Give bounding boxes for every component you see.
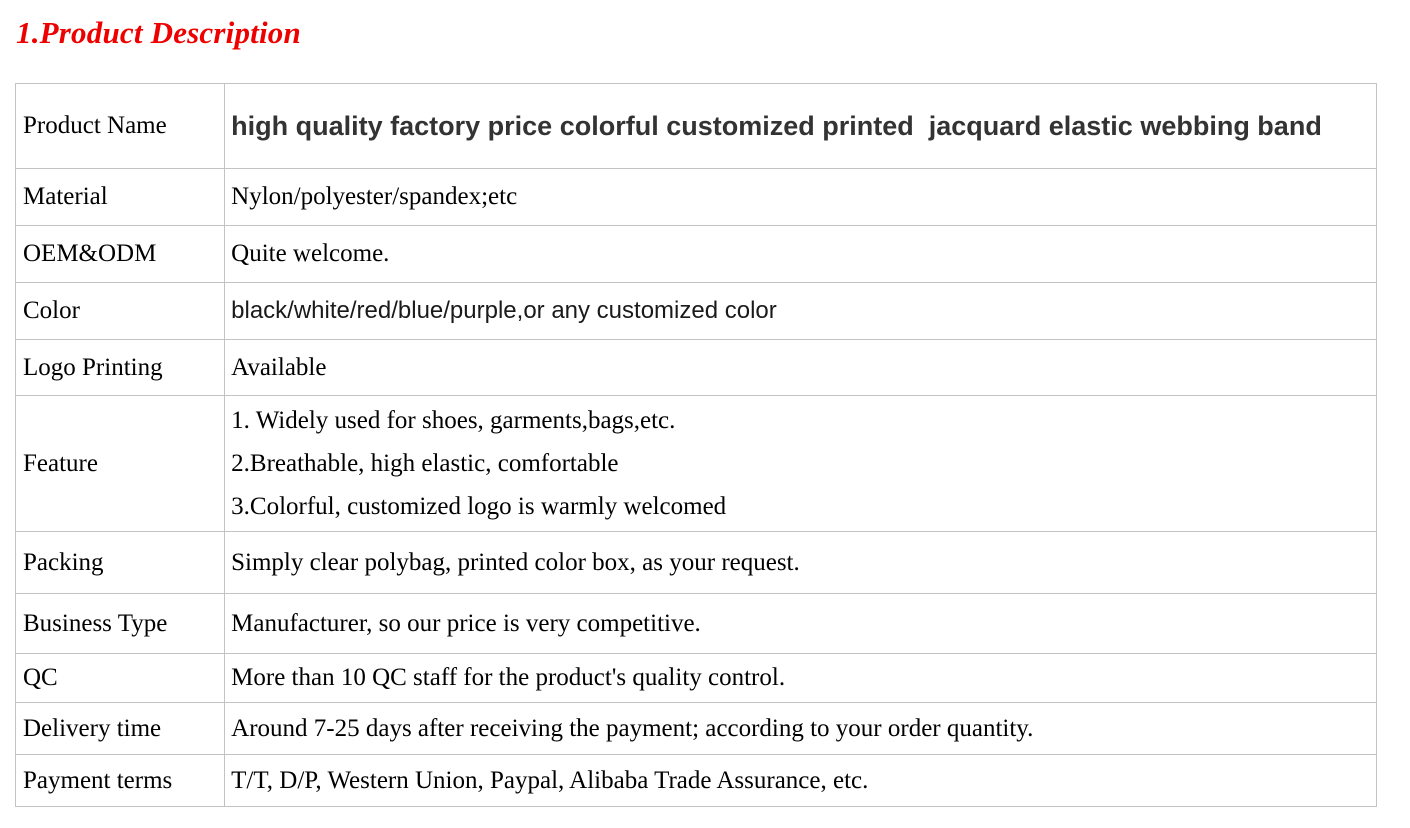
row-label-packing: Packing	[14, 531, 226, 594]
table-row: Business Type Manufacturer, so our price…	[14, 593, 1377, 654]
delivery-time-text: Around 7-25 days after receiving the pay…	[231, 714, 1034, 742]
row-value-logo-printing: Available	[224, 339, 1377, 396]
material-text: Nylon/polyester/spandex;etc	[231, 183, 518, 210]
product-name-text: high quality factory price colorful cust…	[231, 111, 1322, 141]
qc-text: More than 10 QC staff for the product's …	[231, 664, 786, 691]
oem-odm-text: Quite welcome.	[231, 240, 390, 267]
row-value-oem-odm: Quite welcome.	[224, 225, 1377, 283]
row-label-product-name: Product Name	[14, 83, 226, 169]
row-label-oem-odm: OEM&ODM	[14, 225, 226, 283]
packing-text: Simply clear polybag, printed color box,…	[231, 548, 800, 576]
table-row: Packing Simply clear polybag, printed co…	[14, 531, 1377, 594]
business-type-text: Manufacturer, so our price is very compe…	[231, 609, 701, 637]
table-row: Product Name high quality factory price …	[14, 83, 1377, 169]
row-value-feature: 1. Widely used for shoes, garments,bags,…	[224, 395, 1377, 532]
row-label-qc: QC	[14, 653, 226, 703]
row-value-product-name: high quality factory price colorful cust…	[224, 83, 1377, 169]
payment-terms-text: T/T, D/P, Western Union, Paypal, Alibaba…	[231, 766, 869, 794]
row-value-delivery-time: Around 7-25 days after receiving the pay…	[224, 702, 1377, 755]
table-row: Payment terms T/T, D/P, Western Union, P…	[14, 754, 1377, 807]
row-label-color: Color	[14, 282, 226, 340]
row-value-color: black/white/red/blue/purple,or any custo…	[224, 282, 1377, 340]
table-row: Color black/white/red/blue/purple,or any…	[14, 282, 1377, 340]
row-label-business-type: Business Type	[14, 593, 226, 654]
row-label-payment-terms: Payment terms	[14, 754, 226, 807]
row-value-material: Nylon/polyester/spandex;etc	[224, 168, 1377, 226]
table-row: Delivery time Around 7-25 days after rec…	[14, 702, 1377, 755]
product-specification-table: Product Name high quality factory price …	[14, 83, 1377, 807]
table-row: OEM&ODM Quite welcome.	[14, 225, 1377, 283]
page-title: 1.Product Description	[16, 15, 301, 50]
logo-printing-text: Available	[231, 353, 327, 381]
list-item: 2.Breathable, high elastic, comfortable	[231, 450, 619, 477]
table-row: Material Nylon/polyester/spandex;etc	[14, 168, 1377, 226]
row-label-material: Material	[14, 168, 226, 226]
table-row: QC More than 10 QC staff for the product…	[14, 653, 1377, 703]
row-value-qc: More than 10 QC staff for the product's …	[224, 653, 1377, 703]
row-value-business-type: Manufacturer, so our price is very compe…	[224, 593, 1377, 654]
row-label-logo-printing: Logo Printing	[14, 339, 226, 396]
table-row: Feature 1. Widely used for shoes, garmen…	[14, 395, 1377, 532]
list-item: 3.Colorful, customized logo is warmly we…	[231, 493, 727, 520]
feature-list: 1. Widely used for shoes, garments,bags,…	[231, 399, 1370, 528]
color-text: black/white/red/blue/purple,or any custo…	[231, 297, 777, 324]
row-value-packing: Simply clear polybag, printed color box,…	[224, 531, 1377, 594]
list-item: 1. Widely used for shoes, garments,bags,…	[231, 407, 676, 434]
table-row: Logo Printing Available	[14, 339, 1377, 396]
row-label-delivery-time: Delivery time	[14, 702, 226, 755]
row-value-payment-terms: T/T, D/P, Western Union, Paypal, Alibaba…	[224, 754, 1377, 807]
row-label-feature: Feature	[14, 395, 226, 532]
